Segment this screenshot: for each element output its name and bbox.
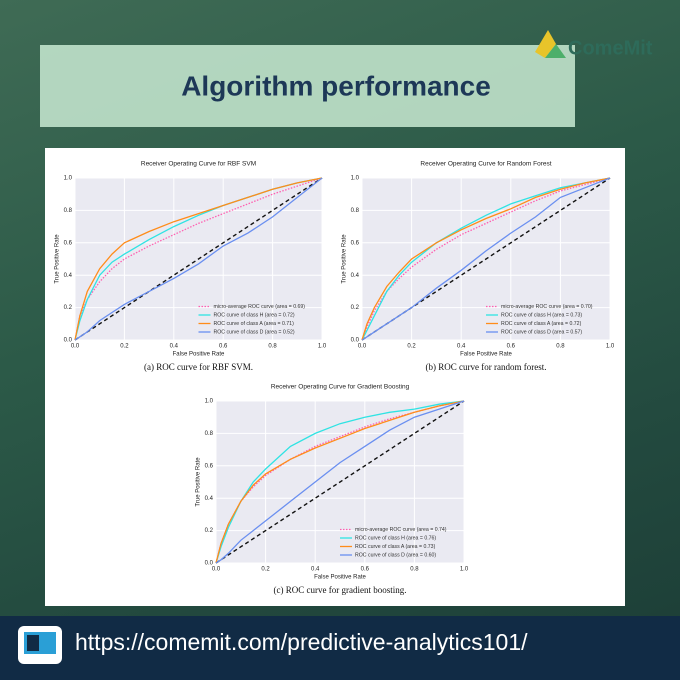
- legend-label: ROC curve of class D (area = 0.52): [214, 329, 295, 335]
- legend-label: ROC curve of class A (area = 0.73): [355, 544, 436, 550]
- x-tick-label: 1.0: [460, 567, 469, 573]
- x-tick-label: 0.8: [268, 344, 277, 350]
- x-tick-label: 0.4: [457, 344, 466, 350]
- y-tick-label: 0.6: [64, 240, 73, 246]
- figure-caption: (b) ROC curve for random forest.: [426, 362, 547, 372]
- roc-curve: [74, 177, 323, 341]
- x-tick-label: 0.4: [170, 344, 179, 350]
- roc-curve: [215, 400, 465, 564]
- x-tick-label: 0.2: [120, 344, 129, 350]
- legend-label: ROC curve of class A (area = 0.72): [501, 321, 582, 327]
- header-band: [40, 45, 575, 127]
- y-axis-label: True Positive Rate: [196, 457, 202, 507]
- legend-label: ROC curve of class D (area = 0.60): [355, 552, 436, 558]
- x-tick-label: 1.0: [606, 344, 615, 350]
- x-tick-label: 0.0: [71, 344, 80, 350]
- y-axis-label: True Positive Rate: [55, 234, 61, 284]
- legend-label: micro-average ROC curve (area = 0.69): [214, 304, 306, 310]
- x-axis-label: False Positive Rate: [173, 352, 225, 358]
- x-tick-label: 0.6: [219, 344, 228, 350]
- y-tick-label: 0.2: [205, 528, 214, 534]
- x-tick-label: 0.2: [407, 344, 416, 350]
- x-tick-label: 0.2: [261, 567, 270, 573]
- legend-label: ROC curve of class H (area = 0.73): [501, 312, 582, 318]
- x-tick-label: 0.4: [311, 567, 320, 573]
- x-axis-label: False Positive Rate: [314, 575, 366, 581]
- y-tick-label: 1.0: [351, 176, 360, 182]
- x-tick-label: 0.8: [556, 344, 565, 350]
- legend-label: ROC curve of class A (area = 0.71): [214, 321, 295, 327]
- y-tick-label: 0.6: [351, 240, 360, 246]
- chart-title: Receiver Operating Curve for Gradient Bo…: [271, 384, 410, 391]
- y-tick-label: 0.4: [351, 273, 360, 279]
- roc-curve: [215, 400, 465, 564]
- x-tick-label: 0.8: [410, 567, 419, 573]
- y-tick-label: 0.4: [205, 496, 214, 502]
- y-tick-label: 0.8: [64, 208, 73, 214]
- y-tick-label: 0.8: [351, 208, 360, 214]
- chart-title: Receiver Operating Curve for Random Fore…: [420, 161, 551, 168]
- footer-icon: [27, 635, 39, 651]
- y-tick-label: 1.0: [64, 176, 73, 182]
- footer-url: https://comemit.com/predictive-analytics…: [75, 629, 528, 655]
- y-tick-label: 0.8: [205, 431, 214, 437]
- y-tick-label: 0.4: [64, 273, 73, 279]
- x-tick-label: 1.0: [318, 344, 327, 350]
- roc-curve: [361, 177, 611, 341]
- brand-name: ComeMit: [568, 37, 653, 59]
- logo-mark: [535, 30, 556, 58]
- y-tick-label: 0.2: [64, 305, 73, 311]
- figure-caption: (a) ROC curve for RBF SVM.: [144, 362, 253, 372]
- y-tick-label: 0.0: [205, 561, 214, 567]
- chart-title: Receiver Operating Curve for RBF SVM: [141, 161, 256, 168]
- chance-line: [74, 177, 323, 341]
- figure-caption: (c) ROC curve for gradient boosting.: [274, 585, 407, 595]
- legend-label: micro-average ROC curve (area = 0.70): [501, 304, 593, 310]
- y-tick-label: 0.2: [351, 305, 360, 311]
- legend-label: micro-average ROC curve (area = 0.74): [355, 527, 447, 533]
- legend-label: ROC curve of class D (area = 0.57): [501, 329, 582, 335]
- header-title: Algorithm performance: [181, 70, 491, 101]
- x-tick-label: 0.6: [361, 567, 370, 573]
- x-tick-label: 0.6: [507, 344, 516, 350]
- footer-bar: [0, 616, 680, 680]
- x-axis-label: False Positive Rate: [460, 352, 512, 358]
- x-tick-label: 0.0: [358, 344, 367, 350]
- roc-curve: [215, 400, 465, 564]
- roc-curve: [361, 177, 611, 341]
- roc-curve: [74, 177, 323, 341]
- roc-curve: [361, 177, 611, 341]
- y-tick-label: 0.6: [205, 463, 214, 469]
- y-axis-label: True Positive Rate: [342, 234, 348, 284]
- legend-label: ROC curve of class H (area = 0.76): [355, 535, 436, 541]
- chance-line: [215, 400, 465, 564]
- logo-mark: [545, 44, 566, 58]
- y-tick-label: 0.0: [351, 338, 360, 344]
- x-tick-label: 0.0: [212, 567, 221, 573]
- roc-curve: [361, 177, 611, 341]
- y-tick-label: 1.0: [205, 399, 214, 405]
- y-tick-label: 0.0: [64, 338, 73, 344]
- legend-label: ROC curve of class H (area = 0.72): [214, 312, 295, 318]
